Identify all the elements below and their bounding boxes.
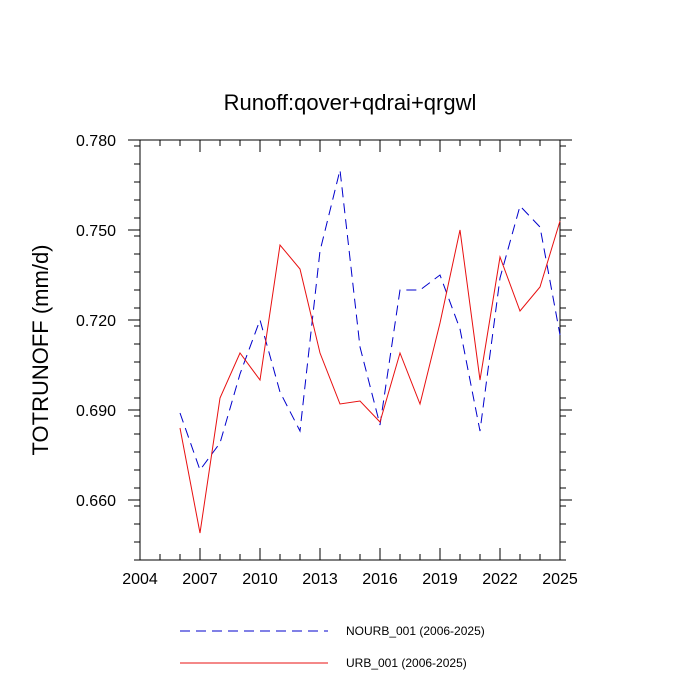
x-tick-label: 2016 bbox=[362, 571, 398, 588]
x-tick-label: 2013 bbox=[302, 571, 338, 588]
series-line-urb bbox=[179, 220, 561, 534]
series-line-nourb bbox=[179, 169, 561, 472]
y-tick-label: 0.720 bbox=[76, 313, 116, 330]
chart-title: Runoff:qover+qdrai+qrgwl bbox=[224, 90, 477, 115]
axis-ticks bbox=[128, 139, 572, 561]
y-tick-labels: 0.660 0.690 0.720 0.750 0.780 bbox=[76, 133, 116, 510]
x-tick-label: 2019 bbox=[422, 571, 458, 588]
legend: NOURB_001 (2006-2025) URB_001 (2006-2025) bbox=[180, 624, 485, 670]
x-tick-label: 2010 bbox=[242, 571, 278, 588]
legend-label: NOURB_001 (2006-2025) bbox=[346, 624, 485, 638]
x-tick-label: 2022 bbox=[482, 571, 518, 588]
plot-frame bbox=[139, 139, 561, 561]
y-tick-label: 0.780 bbox=[76, 133, 116, 150]
x-tick-labels: 2004 2007 2010 2013 2016 2019 2022 2025 bbox=[122, 571, 578, 588]
y-tick-label: 0.660 bbox=[76, 493, 116, 510]
x-tick-label: 2025 bbox=[542, 571, 578, 588]
series-lines bbox=[179, 169, 561, 534]
y-tick-label: 0.690 bbox=[76, 403, 116, 420]
x-tick-label: 2004 bbox=[122, 571, 158, 588]
legend-label: URB_001 (2006-2025) bbox=[346, 656, 467, 670]
y-axis-label: TOTRUNOFF (mm/d) bbox=[28, 244, 53, 455]
y-tick-label: 0.750 bbox=[76, 223, 116, 240]
x-tick-label: 2007 bbox=[182, 571, 218, 588]
